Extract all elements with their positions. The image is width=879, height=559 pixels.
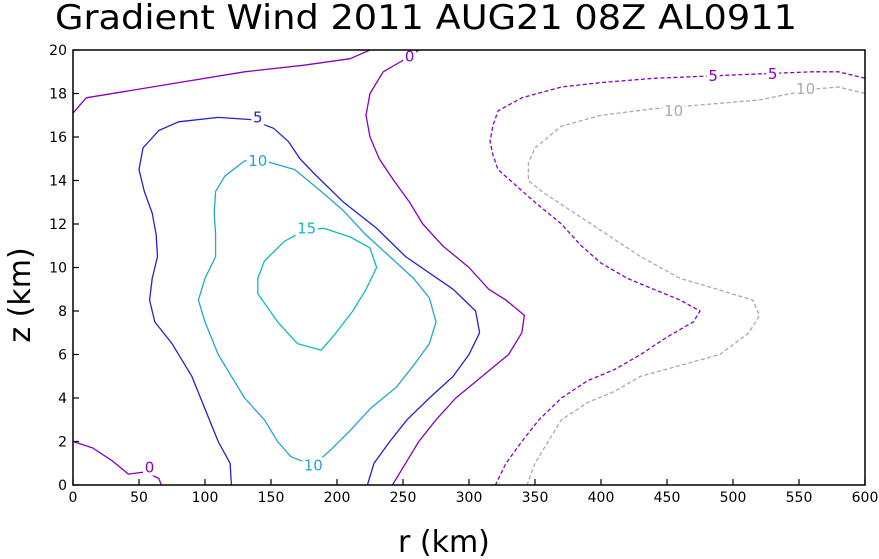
contour-label-bg: [143, 459, 157, 476]
contour-line-5: [138, 116, 481, 486]
x-tick-label: 550: [786, 490, 813, 506]
y-tick-label: 14: [49, 174, 67, 190]
y-tick-label: 8: [58, 304, 67, 320]
y-tick-label: 4: [58, 391, 67, 407]
y-tick-label: 10: [49, 261, 67, 277]
contour-label-bg: [403, 48, 417, 65]
x-tick-label: 300: [456, 490, 483, 506]
contour-label: 0: [145, 459, 155, 477]
contour-label-bg: [251, 109, 265, 126]
contour-label: 10: [664, 102, 683, 120]
y-tick-label: 18: [49, 87, 67, 103]
contour-label-bg: [662, 102, 685, 119]
contour-line-neg10: [526, 86, 866, 486]
x-tick-label: 350: [522, 490, 549, 506]
x-tick-label: 150: [258, 490, 285, 506]
x-tick-label: 450: [654, 490, 681, 506]
contour-line-0-outer: [365, 49, 526, 486]
x-tick-label: 100: [192, 490, 219, 506]
x-axis-title: r (km): [398, 525, 490, 559]
contour-label: 10: [796, 80, 815, 98]
y-axis-title: z (km): [3, 247, 38, 342]
contour-label-bg: [766, 65, 780, 82]
contour-label-bg: [706, 68, 720, 85]
x-tick-label: 600: [852, 490, 879, 506]
contour-line-0-upper-left: [72, 49, 371, 114]
contour-label: 5: [708, 67, 718, 85]
contour-line-0-lower-left: [72, 440, 163, 486]
x-tick-label: 0: [69, 490, 78, 506]
contour-label: 5: [768, 65, 778, 83]
y-tick-label: 2: [58, 435, 67, 451]
contour-label-bg: [295, 220, 318, 237]
contour-label: 0: [405, 48, 415, 66]
x-tick-label: 500: [720, 490, 747, 506]
contour-line-10: [197, 160, 437, 467]
contour-label: 10: [248, 152, 267, 170]
contour-label: 5: [253, 108, 263, 126]
contour-lines: [72, 49, 866, 486]
x-tick-label: 200: [324, 490, 351, 506]
contour-label: 15: [297, 219, 316, 237]
contour-labels: 0 0 5 10 10 15 5 5 10 10: [143, 48, 817, 477]
contour-label-bg: [794, 81, 817, 98]
y-tick-label: 6: [58, 348, 67, 364]
contour-line-15: [257, 227, 378, 351]
contour-line-neg5: [489, 71, 866, 486]
y-tick-label: 20: [49, 43, 67, 59]
contour-label: 10: [304, 456, 323, 474]
y-tick-label: 16: [49, 130, 67, 146]
y-tick-label: 0: [58, 478, 67, 494]
contour-label-bg: [246, 152, 269, 169]
plot-axes: 0 50 100 150 200 250 300 350 400 450 500 550 6000246…: [49, 43, 878, 506]
x-tick-label: 250: [390, 490, 417, 506]
contour-label-bg: [302, 457, 325, 474]
x-tick-label: 50: [130, 490, 148, 506]
chart-title: Gradient Wind 2011 AUG21 08Z AL0911: [55, 0, 797, 38]
plot-frame: [72, 49, 866, 486]
y-tick-label: 12: [49, 217, 67, 233]
x-tick-label: 400: [588, 490, 615, 506]
